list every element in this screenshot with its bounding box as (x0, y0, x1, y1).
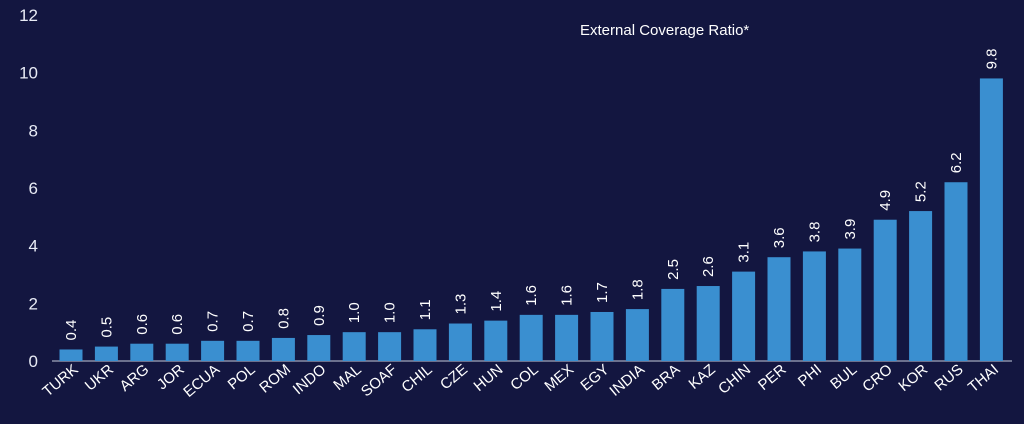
x-tick-label: BRA (649, 361, 684, 394)
x-tick-label: INDO (290, 361, 330, 398)
x-tick-label: CZE (437, 361, 471, 393)
bar (59, 349, 83, 361)
bar-value-label: 9.8 (983, 49, 1000, 70)
x-tick-label: CHIN (715, 361, 754, 398)
bar (802, 251, 826, 361)
x-tick-label: KAZ (685, 361, 718, 393)
y-tick-label: 2 (29, 294, 38, 313)
x-tick-label: ECUA (180, 361, 223, 401)
bar-value-label: 3.8 (806, 222, 823, 243)
x-tick-label: UKR (82, 361, 117, 394)
bar (271, 337, 295, 361)
x-tick-label: PER (755, 361, 790, 394)
bar-value-label: 1.8 (629, 279, 646, 300)
bar (944, 182, 968, 361)
bar (236, 340, 260, 361)
bar-value-label: 2.5 (665, 259, 682, 280)
bar-value-label: 0.7 (205, 311, 222, 332)
x-tick-label: CHIL (398, 361, 435, 396)
bar (201, 340, 225, 361)
y-tick-label: 10 (19, 64, 38, 83)
bar (413, 329, 437, 361)
bar-value-label: 4.9 (877, 190, 894, 211)
y-tick-label: 6 (29, 179, 38, 198)
value-labels: 0.4 0.5 0.6 0.6 0.7 0.7 0.8 0.9 1.0 1.0 1.1 1.3 1.4 1… (63, 49, 1000, 341)
bar (838, 248, 862, 361)
bars (59, 78, 1003, 361)
bar-value-label: 0.4 (63, 320, 80, 341)
bar (307, 335, 331, 361)
x-tick-label: BUL (827, 361, 860, 393)
bar (873, 219, 897, 361)
bar-value-label: 6.2 (948, 152, 965, 173)
y-tick-label: 12 (19, 6, 38, 25)
x-tick-label: TURK (39, 361, 81, 400)
bar-value-label: 5.2 (913, 181, 930, 202)
bar-value-label: 0.9 (311, 305, 328, 326)
bar-value-label: 3.9 (842, 219, 859, 240)
bar (661, 288, 685, 361)
x-tick-label: EGY (577, 361, 612, 394)
bar (590, 311, 614, 361)
y-tick-label: 8 (29, 121, 38, 140)
x-tick-label: MEX (541, 361, 577, 395)
bar-value-label: 0.8 (275, 308, 292, 329)
x-tick-label: ARG (117, 361, 153, 395)
bar (979, 78, 1003, 361)
bar (767, 257, 791, 361)
y-tick-label: 4 (29, 237, 38, 256)
bar (342, 332, 366, 361)
x-tick-label: KOR (895, 361, 931, 395)
y-axis: 0 2 4 6 8 10 12 (19, 6, 38, 371)
x-tick-label: HUN (471, 361, 507, 395)
bar-value-label: 0.5 (98, 317, 115, 338)
x-tick-label: RUS (931, 361, 966, 394)
x-tick-label: SOAF (358, 361, 400, 400)
x-tick-label: COL (507, 361, 542, 394)
bar (555, 314, 579, 361)
x-tick-label: PHI (795, 361, 825, 390)
bar (519, 314, 543, 361)
bar-value-label: 1.6 (559, 285, 576, 306)
x-tick-label: POL (225, 361, 259, 393)
bar (165, 343, 189, 361)
bar-value-label: 1.7 (594, 282, 611, 303)
bar-value-label: 0.6 (169, 314, 186, 335)
x-tick-label: INDIA (606, 361, 648, 400)
x-tick-label: ROM (256, 361, 294, 397)
bar-value-label: 3.1 (736, 242, 753, 263)
bar-value-label: 1.3 (452, 294, 469, 315)
bar (378, 332, 402, 361)
bar (625, 309, 649, 361)
bar (732, 271, 756, 361)
bar-value-label: 1.1 (417, 299, 434, 320)
bar-value-label: 2.6 (700, 256, 717, 277)
bar-value-label: 0.7 (240, 311, 257, 332)
x-tick-label: THAI (965, 361, 1002, 396)
bar (484, 320, 508, 361)
bar-value-label: 1.0 (346, 302, 363, 323)
bar (909, 211, 933, 361)
chart-title: External Coverage Ratio* (580, 22, 749, 39)
bar-value-label: 1.6 (523, 285, 540, 306)
bar-value-label: 1.0 (382, 302, 399, 323)
bar-value-label: 1.4 (488, 291, 505, 312)
bar (448, 323, 472, 361)
bar (696, 286, 720, 361)
x-tick-label: CRO (859, 361, 895, 395)
bar-value-label: 0.6 (134, 314, 151, 335)
y-tick-label: 0 (29, 352, 38, 371)
bar (130, 343, 154, 361)
bar (94, 346, 118, 361)
bar-value-label: 3.6 (771, 227, 788, 248)
